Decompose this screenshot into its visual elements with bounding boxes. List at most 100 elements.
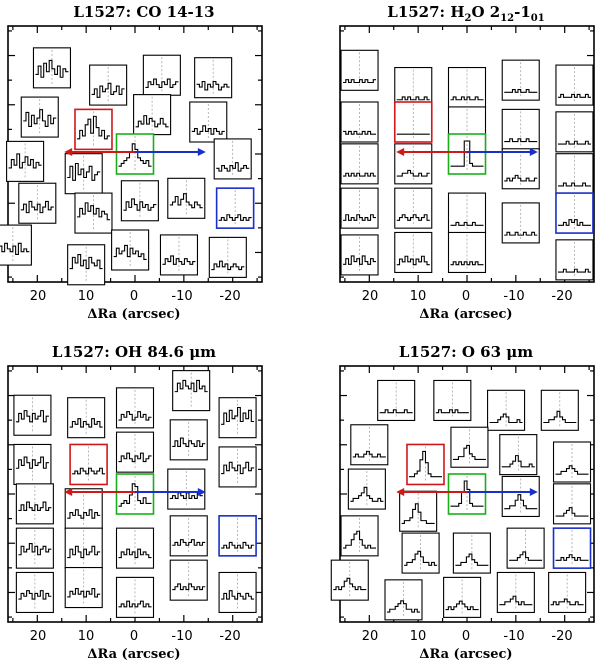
spectrum-line bbox=[396, 96, 430, 101]
spectrum-cell bbox=[189, 101, 228, 143]
spectrum-cell bbox=[552, 527, 592, 569]
panel-title: L1527: H2O 212-101 bbox=[387, 3, 544, 24]
x-tick-labels: 20 10 0 -10 -20 bbox=[362, 289, 573, 304]
spectrum-cell bbox=[340, 515, 379, 557]
spectrum-line bbox=[23, 109, 57, 128]
spectrum-cell bbox=[394, 187, 433, 229]
spectrum-cell bbox=[167, 177, 206, 219]
spectrum-line bbox=[343, 255, 377, 265]
spectrum-line bbox=[504, 494, 538, 510]
spectrum-cell bbox=[447, 473, 487, 515]
spectrum-line bbox=[67, 587, 101, 598]
spectrum-line bbox=[118, 600, 152, 608]
spectrum-line bbox=[135, 115, 169, 128]
x-tick-labels: 20 10 0 -10 -20 bbox=[362, 629, 573, 644]
x-tick-label: 0 bbox=[462, 629, 470, 644]
spectrum-line bbox=[450, 140, 484, 167]
plot-area bbox=[7, 365, 263, 623]
spectrum-line bbox=[169, 492, 203, 500]
red-lobe-arrowhead bbox=[64, 148, 73, 156]
spectrum-cell bbox=[501, 59, 540, 101]
spectrum-cell bbox=[347, 468, 386, 510]
spectrum-line bbox=[333, 577, 367, 591]
x-tick-label: -10 bbox=[171, 289, 192, 304]
spectrum-cell bbox=[15, 571, 54, 614]
spectrum-cell bbox=[169, 419, 208, 461]
spectrum-line bbox=[504, 89, 538, 93]
spectrum-line bbox=[343, 530, 377, 549]
x-axis-label: ΔRa (arcsec) bbox=[419, 307, 512, 322]
spectrum-line bbox=[450, 221, 484, 226]
spectrum-line bbox=[557, 93, 591, 98]
spectrum-line bbox=[172, 539, 206, 546]
red-lobe-arrowhead bbox=[396, 488, 405, 496]
spectrum-line bbox=[67, 162, 101, 181]
spectrum-cell bbox=[450, 426, 489, 468]
x-tick-label: -10 bbox=[503, 629, 524, 644]
spectrum-line bbox=[343, 79, 377, 84]
spectrum-line bbox=[352, 450, 386, 458]
spectrum-cell bbox=[111, 229, 150, 271]
spectrum-box bbox=[0, 224, 32, 266]
spectrum-cell bbox=[74, 108, 113, 151]
spectrum-cell bbox=[555, 64, 594, 106]
x-tick-label: 0 bbox=[462, 289, 470, 304]
spectrum-line bbox=[113, 244, 147, 260]
spectrum-line bbox=[72, 467, 106, 475]
x-tick-label: -20 bbox=[551, 629, 572, 644]
spectrum-line bbox=[450, 480, 484, 507]
spectrum-line bbox=[118, 143, 152, 167]
spectrum-cell bbox=[32, 47, 72, 89]
spectrum-line bbox=[489, 413, 523, 424]
x-tick-label: 0 bbox=[130, 629, 138, 644]
spectrum-line bbox=[343, 130, 377, 135]
spectrum-line bbox=[76, 202, 110, 221]
spectrum-cell bbox=[218, 446, 257, 488]
spectrum-cell bbox=[394, 231, 433, 274]
spectrum-line bbox=[218, 214, 252, 221]
spectrum-line bbox=[118, 452, 152, 463]
spectrum-line bbox=[67, 545, 101, 559]
spectrum-line bbox=[555, 507, 589, 517]
spectrum-line bbox=[504, 231, 538, 236]
spectrum-line bbox=[221, 406, 255, 425]
x-axis-label: ΔRa (arcsec) bbox=[419, 647, 512, 662]
spectrum-cell bbox=[447, 231, 487, 274]
spectrum-line bbox=[557, 219, 591, 226]
spectrum-cell bbox=[15, 527, 54, 569]
panel-title: L1527: OH 84.6 μm bbox=[52, 343, 216, 361]
spectrum-cell bbox=[548, 571, 587, 614]
panel-title: L1527: CO 14-13 bbox=[73, 3, 214, 21]
spectrum-line bbox=[396, 169, 430, 177]
spectrum-cell bbox=[142, 54, 181, 96]
spectrum-cell bbox=[506, 527, 545, 569]
spectrum-cell bbox=[552, 441, 592, 483]
panel-oi: L1527: O 63 μm 20 10 0 -10 -20 ΔRa (arcs… bbox=[330, 343, 595, 662]
spectrum-cell bbox=[115, 387, 155, 429]
spectrum-line bbox=[145, 78, 179, 88]
spectrum-line bbox=[76, 115, 110, 140]
blue-lobe-arrowhead bbox=[197, 148, 206, 156]
spectrum-cell bbox=[74, 192, 113, 234]
blue-lobe-arrowhead bbox=[529, 488, 538, 496]
spectrum-line bbox=[396, 255, 430, 266]
spectrum-line bbox=[191, 125, 225, 135]
spectrum-cell bbox=[555, 239, 594, 281]
spectrum-line bbox=[20, 200, 54, 214]
spectrum-cell bbox=[555, 111, 594, 153]
spectrum-line bbox=[196, 80, 230, 91]
spectrum-cell bbox=[340, 143, 379, 185]
spectrum-line bbox=[343, 214, 377, 221]
spectrum-cell bbox=[208, 236, 247, 278]
spectrum-cell bbox=[443, 576, 482, 618]
spectrum-cell bbox=[399, 490, 438, 532]
spectrum-line bbox=[450, 261, 484, 266]
spectrum-line bbox=[18, 501, 52, 511]
x-tick-label: -20 bbox=[219, 289, 240, 304]
spectrum-cell bbox=[401, 532, 440, 574]
spectrum-line bbox=[499, 595, 533, 606]
spectrum-cell bbox=[340, 49, 379, 91]
spectrum-cell bbox=[501, 475, 540, 518]
blue-lobe-arrowhead bbox=[529, 148, 538, 156]
